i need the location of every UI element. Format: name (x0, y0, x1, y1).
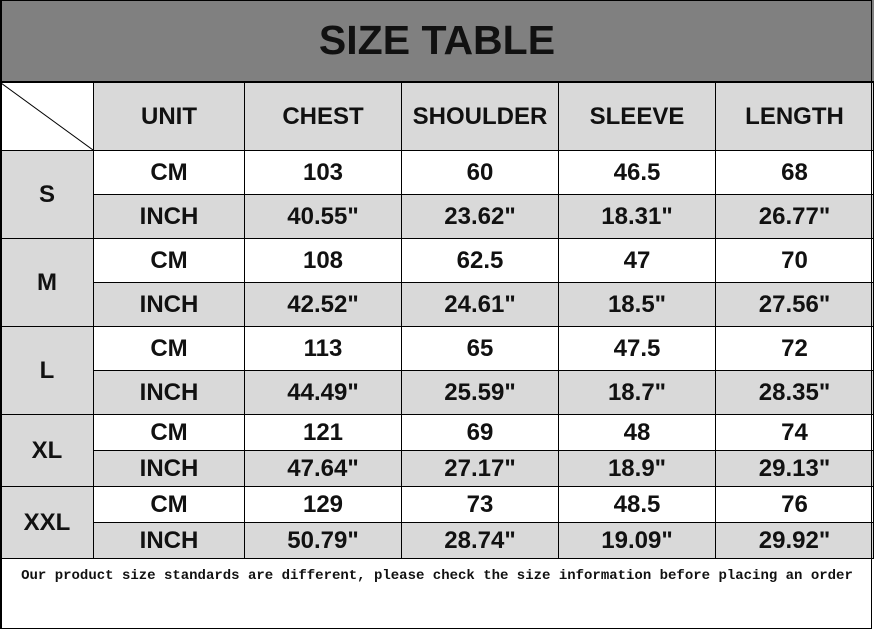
footer-note: Our product size standards are different… (21, 568, 853, 584)
value-cell: 23.62" (401, 194, 559, 239)
value-cell: 60 (401, 150, 559, 195)
unit-cell: INCH (93, 450, 245, 487)
value-cell: 18.31" (558, 194, 716, 239)
value-cell: 27.17" (401, 450, 559, 487)
size-table: UNIT CHEST SHOULDER SLEEVE LENGTH S CM 103… (0, 82, 874, 559)
table-row: M CM 108 62.5 47 70 (0, 238, 874, 327)
value-cell: 129 (244, 486, 402, 523)
unit-cell: INCH (93, 194, 245, 239)
table-row: INCH 40.55" 23.62" 18.31" 26.77" (1, 194, 874, 239)
table-row: INCH 47.64" 27.17" 18.9" 29.13" (1, 450, 874, 487)
value-cell: 26.77" (715, 194, 874, 239)
value-cell: 108 (244, 238, 402, 283)
corner-cell (0, 82, 94, 151)
value-cell: 76 (715, 486, 874, 523)
value-cell: 48 (558, 414, 716, 451)
table-row: INCH 44.49" 25.59" 18.7" 28.35" (1, 370, 874, 415)
value-cell: 27.56" (715, 282, 874, 327)
table-row: INCH 42.52" 24.61" 18.5" 27.56" (1, 282, 874, 327)
unit-cell: CM (93, 414, 245, 451)
value-cell: 65 (401, 326, 559, 371)
size-label: L (0, 326, 94, 415)
value-cell: 46.5 (558, 150, 716, 195)
unit-cell: CM (93, 150, 245, 195)
value-cell: 47 (558, 238, 716, 283)
value-cell: 47.5 (558, 326, 716, 371)
value-cell: 18.5" (558, 282, 716, 327)
value-cell: 121 (244, 414, 402, 451)
value-cell: 25.59" (401, 370, 559, 415)
value-cell: 73 (401, 486, 559, 523)
header-row: UNIT CHEST SHOULDER SLEEVE LENGTH (0, 82, 874, 151)
page-title: SIZE TABLE (0, 0, 874, 82)
value-cell: 72 (715, 326, 874, 371)
value-cell: 29.92" (715, 522, 874, 559)
header-unit: UNIT (93, 82, 245, 151)
value-cell: 28.74" (401, 522, 559, 559)
value-cell: 50.79" (244, 522, 402, 559)
size-label: XL (0, 414, 94, 487)
value-cell: 74 (715, 414, 874, 451)
value-cell: 69 (401, 414, 559, 451)
unit-cell: CM (93, 238, 245, 283)
unit-cell: INCH (93, 370, 245, 415)
table-row: XL CM 121 69 48 74 (0, 414, 874, 487)
value-cell: 68 (715, 150, 874, 195)
unit-cell: INCH (93, 522, 245, 559)
value-cell: 113 (244, 326, 402, 371)
header-length: LENGTH (715, 82, 874, 151)
value-cell: 48.5 (558, 486, 716, 523)
unit-cell: CM (93, 326, 245, 371)
unit-cell: INCH (93, 282, 245, 327)
table-row: S CM 103 60 46.5 68 (0, 150, 874, 239)
unit-cell: CM (93, 486, 245, 523)
value-cell: 28.35" (715, 370, 874, 415)
header-sleeve: SLEEVE (558, 82, 716, 151)
value-cell: 19.09" (558, 522, 716, 559)
value-cell: 62.5 (401, 238, 559, 283)
table-row: L CM 113 65 47.5 72 (0, 326, 874, 415)
value-cell: 29.13" (715, 450, 874, 487)
size-label: M (0, 238, 94, 327)
table-row: INCH 50.79" 28.74" 19.09" 29.92" (1, 522, 874, 559)
table-row: XXL CM 129 73 48.5 76 (0, 486, 874, 559)
value-cell: 103 (244, 150, 402, 195)
size-label: XXL (0, 486, 94, 559)
value-cell: 18.7" (558, 370, 716, 415)
value-cell: 24.61" (401, 282, 559, 327)
value-cell: 70 (715, 238, 874, 283)
